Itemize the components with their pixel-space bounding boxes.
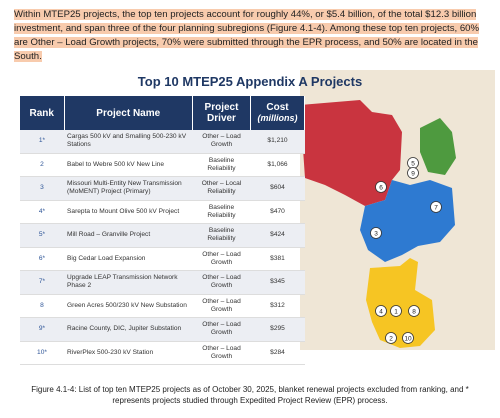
cell-cost: $1,210 (250, 130, 305, 154)
marker-label: 10 (404, 335, 412, 342)
cell-rank: 4* (20, 200, 64, 224)
column-header: Project Name (64, 96, 193, 130)
table-row: 9* Racine County, DIC, Jupiter Substation… (20, 317, 305, 342)
table-title: Top 10 MTEP25 Appendix A Projects (137, 74, 363, 89)
cell-drv: Other – Load Growth (192, 294, 251, 318)
marker-label: 4 (379, 308, 383, 315)
cell-cost: $381 (250, 247, 305, 271)
column-header: Cost (millions) (250, 96, 305, 130)
cell-name: Upgrade LEAP Transmission Network Phase … (64, 270, 193, 295)
map-marker (402, 332, 414, 344)
cell-rank: 3 (20, 176, 64, 201)
map-marker (407, 167, 419, 179)
cell-drv: Baseline Reliability (192, 223, 251, 248)
table-row: 10* RiverPlex 500-230 kV Station Other – L… (20, 341, 305, 365)
table-row: 3 Missouri Multi-Entity New Transmission … (20, 176, 305, 201)
marker-label: 8 (412, 308, 416, 315)
table-row: 2 Babel to Webre 500 kV New Line Baseline … (20, 153, 305, 177)
cell-rank: 10* (20, 341, 64, 365)
column-header: Rank (20, 96, 65, 130)
map-marker (375, 305, 387, 317)
cell-name: Racine County, DIC, Jupiter Substation (64, 317, 193, 342)
cell-name: Green Acres 500/230 kV New Substation (64, 294, 193, 318)
cell-cost: $295 (250, 317, 305, 342)
region-central (360, 180, 455, 262)
marker-label: 6 (379, 184, 383, 191)
cell-drv: Other – Load Growth (192, 341, 251, 365)
cell-drv: Baseline Reliability (192, 153, 251, 177)
cell-name: Cargas 500 kV and Smalling 500-230 kV St… (64, 130, 193, 154)
cell-name: Mill Road – Granville Project (64, 223, 193, 248)
cell-name: Big Cedar Load Expansion (64, 247, 193, 271)
marker-label: 1 (394, 308, 398, 315)
cell-drv: Other – Load Growth (192, 270, 251, 295)
region-north (300, 100, 402, 206)
table-row: 6* Big Cedar Load Expansion Other – Load G… (20, 247, 305, 271)
cell-name: Sarepta to Mount Olive 500 kV Project (64, 200, 193, 224)
map-marker (430, 201, 442, 213)
region-south (366, 258, 435, 348)
cell-rank: 2 (20, 153, 64, 177)
cell-cost: $604 (250, 176, 305, 201)
intro-paragraph: Within MTEP25 projects, the top ten proj… (14, 8, 484, 64)
intro-text: Within MTEP25 projects, the top ten proj… (14, 9, 480, 62)
header-text: Cost (266, 102, 289, 113)
table-row: 7* Upgrade LEAP Transmission Network Phas… (20, 270, 305, 295)
marker-label: 5 (411, 160, 415, 167)
cell-cost: $284 (250, 341, 305, 365)
cell-drv: Other – Load Growth (192, 130, 251, 154)
cell-cost: $345 (250, 270, 305, 295)
cell-drv: Other – Load Growth (192, 247, 251, 271)
cell-cost: $470 (250, 200, 305, 224)
cell-cost: $1,066 (250, 153, 305, 177)
region-michigan (420, 118, 456, 175)
marker-label: 7 (434, 204, 438, 211)
marker-label: 2 (389, 335, 393, 342)
map-marker (408, 305, 420, 317)
cell-rank: 1* (20, 130, 64, 154)
cell-rank: 7* (20, 270, 64, 295)
cell-rank: 5* (20, 223, 64, 248)
table-row: 1* Cargas 500 kV and Smalling 500-230 kV … (20, 130, 305, 154)
cell-cost: $424 (250, 223, 305, 248)
table-row: 8 Green Acres 500/230 kV New Substation Ot… (20, 294, 305, 318)
cell-rank: 8 (20, 294, 64, 318)
header-text: Rank (29, 107, 54, 119)
map-marker (375, 181, 387, 193)
projects-table: Rank Project Name Project Driver Cost (milli… (20, 96, 305, 365)
cell-cost: $312 (250, 294, 305, 318)
cell-drv: Other – Load Growth (192, 317, 251, 342)
header-row: Rank Project Name Project Driver Cost (milli… (20, 96, 305, 130)
cell-name: Missouri Multi-Entity New Transmission (… (64, 176, 193, 201)
cell-drv: Baseline Reliability (192, 200, 251, 224)
map-marker (390, 305, 402, 317)
cell-name: RiverPlex 500-230 kV Station (64, 341, 193, 365)
table-row: 4* Sarepta to Mount Olive 500 kV Project B… (20, 200, 305, 224)
figure-caption: Figure 4.1-4: List of top ten MTEP25 pro… (31, 385, 469, 405)
table-row: 5* Mill Road – Granville Project Baseline … (20, 223, 305, 248)
map-marker (385, 332, 397, 344)
marker-label: 3 (374, 230, 378, 237)
header-text: Project Name (96, 107, 161, 119)
map-marker (370, 227, 382, 239)
cell-rank: 9* (20, 317, 64, 342)
cost-unit: (millions) (257, 113, 298, 123)
header-text: Project Driver (204, 102, 239, 124)
column-header: Project Driver (192, 96, 251, 130)
marker-label: 9 (411, 170, 415, 177)
cell-name: Babel to Webre 500 kV New Line (64, 153, 193, 177)
cell-drv: Other – Local Reliability (192, 176, 251, 201)
cell-rank: 6* (20, 247, 64, 271)
